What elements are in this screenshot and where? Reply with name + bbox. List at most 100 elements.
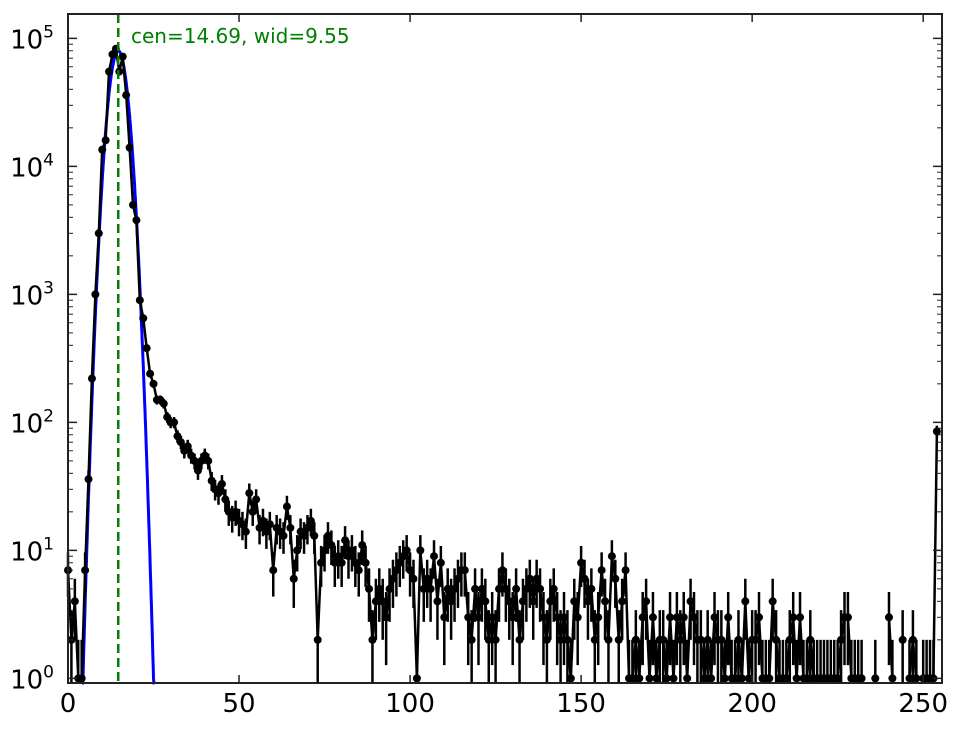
x-tick-label: 250 [898,689,948,719]
data-point [689,613,698,622]
data-point [676,635,685,644]
data-point [416,546,425,555]
data-point [306,516,315,525]
data-point [204,456,213,465]
data-point [488,613,497,622]
data-point [344,552,353,561]
data-point [481,597,490,606]
y-tick-exponent: 2 [43,406,54,426]
data-point [443,584,452,593]
data-point [98,145,107,154]
data-point [707,674,716,683]
data-point [412,674,421,683]
data-point [631,635,640,644]
data-point [837,635,846,644]
data-point [269,566,278,575]
data-point [785,635,794,644]
y-tick-label: 102 [10,406,54,439]
data-point [566,674,575,683]
data-point [330,558,339,567]
data-point [546,597,555,606]
data-point [580,574,589,583]
data-point [70,597,79,606]
data-point [792,674,801,683]
data-point [77,674,86,683]
data-point [419,584,428,593]
data-point [258,516,267,525]
data-point [833,674,842,683]
data-point [159,399,168,408]
x-tick-label: 50 [222,689,255,719]
data-point [645,674,654,683]
data-point [146,369,155,378]
data-point [754,613,763,622]
data-point [532,574,541,583]
data-point [423,574,432,583]
data-point [170,418,179,427]
data-point [361,558,370,567]
data-point [135,296,144,305]
data-point [245,489,254,498]
data-point [128,200,137,209]
data-point [327,541,336,550]
data-point [700,674,709,683]
data-point [139,314,148,323]
data-point [221,495,230,504]
data-point [409,574,418,583]
data-point [642,597,651,606]
data-point [347,546,356,555]
y-tick-exponent: 5 [43,22,54,42]
data-point [542,635,551,644]
data-point [508,613,517,622]
data-point [484,635,493,644]
x-tick-label: 150 [556,689,606,719]
data-point [214,489,223,498]
data-point [392,566,401,575]
data-point [710,613,719,622]
data-point [262,527,271,536]
data-point [638,613,647,622]
data-point [94,229,103,238]
data-point [255,523,264,532]
y-tick-label: 105 [10,22,54,55]
data-point [789,613,798,622]
data-point [453,574,462,583]
data-point [474,613,483,622]
data-point [539,613,548,622]
data-point [536,584,545,593]
data-point [590,635,599,644]
data-point [447,597,456,606]
data-point [334,552,343,561]
data-point [238,520,247,529]
data-point [563,635,572,644]
data-point [224,507,233,516]
data-point [91,290,100,299]
data-point [601,597,610,606]
data-point [341,536,350,545]
data-point [436,558,445,567]
data-point [570,597,579,606]
data-point [782,674,791,683]
data-point [382,613,391,622]
data-point [529,597,538,606]
data-point [666,613,675,622]
fit-annotation: cen=14.69, wid=9.55 [131,24,350,48]
data-point [176,438,185,447]
y-tick-base: 10 [10,409,43,439]
data-point [118,52,127,61]
data-point [498,566,507,575]
data-point [522,584,531,593]
data-point [207,476,216,485]
y-tick-label: 101 [10,534,54,567]
data-point [583,597,592,606]
data-point [193,466,202,475]
data-point [765,674,774,683]
data-point [717,635,726,644]
data-point [611,574,620,583]
data-point [553,613,562,622]
data-point [231,507,240,516]
data-point [81,566,90,575]
data-point [908,635,917,644]
data-point [354,566,363,575]
